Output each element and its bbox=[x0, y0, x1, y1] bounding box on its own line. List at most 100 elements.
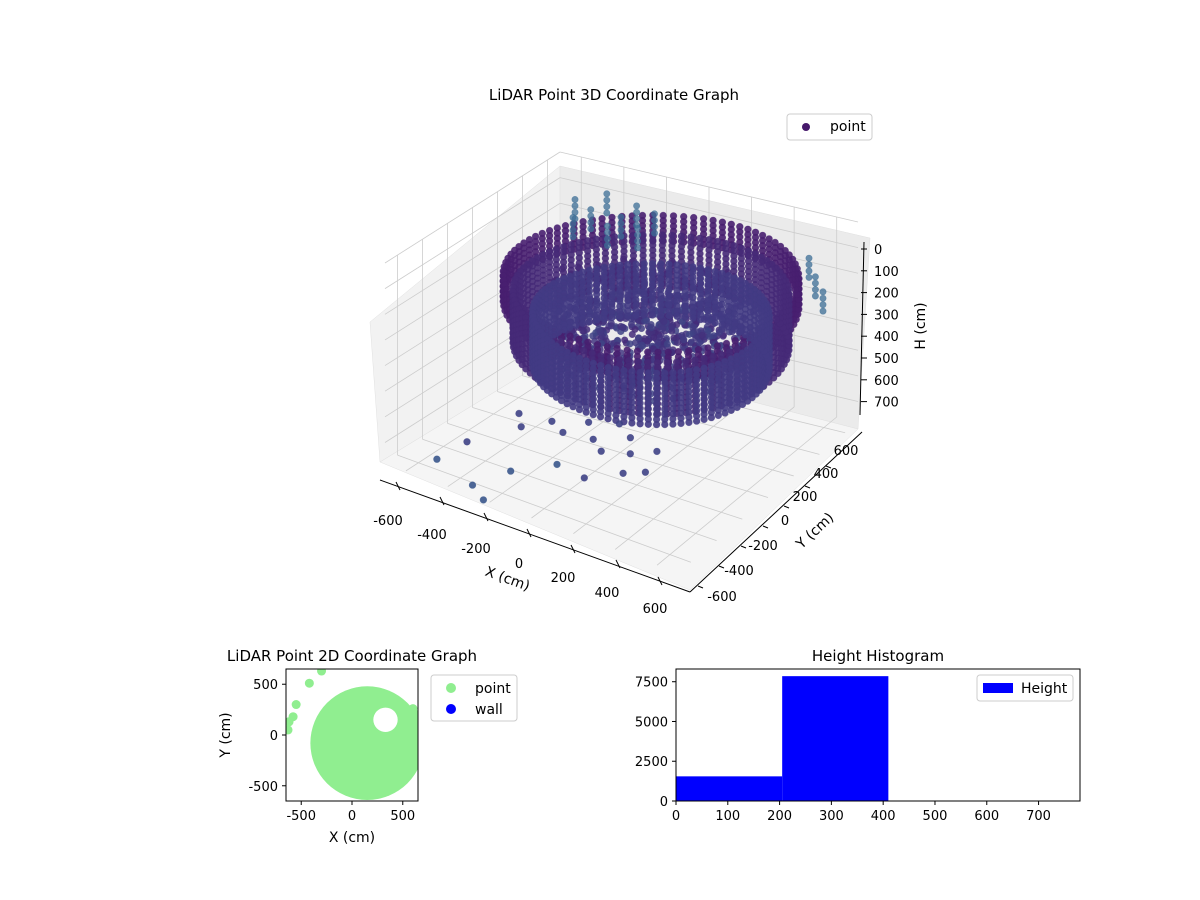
z-tick-label-3d: 400 bbox=[874, 330, 899, 345]
z-tick-label-3d: 100 bbox=[874, 265, 899, 280]
floor-point-3d bbox=[559, 428, 567, 437]
ring-point-3d bbox=[677, 419, 685, 428]
x-tick-mark-3d bbox=[526, 528, 532, 538]
floor-point-3d bbox=[597, 447, 605, 455]
ring-point-3d bbox=[589, 410, 597, 419]
wall-point-3d bbox=[587, 225, 595, 233]
x-ticks-histogram: 0 100 200 300 400 500 600 700 bbox=[672, 801, 1051, 824]
x-tick-label-histogram: 0 bbox=[672, 809, 680, 824]
grid-line-3d bbox=[497, 391, 794, 477]
ring-point-3d bbox=[669, 420, 677, 428]
legend-2d-label-point: point bbox=[475, 681, 511, 697]
wall-point-3d bbox=[811, 273, 819, 281]
chart-histogram: Height Histogram 0 100 200 300 400 500 600 700 … bbox=[635, 647, 1081, 824]
point-3d bbox=[626, 340, 634, 348]
z-tick-label-3d: 200 bbox=[874, 287, 899, 302]
y-axis-label-3d: Y (cm) bbox=[793, 510, 838, 553]
ring-point-3d bbox=[704, 317, 712, 325]
legend-histogram-frame bbox=[976, 674, 1074, 702]
wall-point-3d bbox=[650, 210, 658, 218]
x-ticks-3d: -600 -400 -200 0 200 400 600 bbox=[373, 481, 668, 617]
wall-point-3d bbox=[811, 286, 819, 294]
grid-line-3d bbox=[614, 406, 795, 550]
point-3d bbox=[579, 327, 587, 335]
wall-point-3d bbox=[617, 232, 625, 240]
ring-point-3d bbox=[644, 420, 652, 428]
y-tick-label-3d: -200 bbox=[748, 539, 778, 554]
wall-point-3d bbox=[805, 267, 813, 275]
x-axis-label-2d: X (cm) bbox=[329, 830, 375, 846]
legend-2d: point wall bbox=[430, 674, 518, 722]
ring-point-3d bbox=[600, 315, 608, 323]
y-tick-label-3d: 600 bbox=[834, 444, 859, 459]
floor-point-3d bbox=[626, 450, 634, 458]
x-tick-label-3d: 200 bbox=[551, 571, 576, 586]
point-3d bbox=[668, 323, 676, 331]
floor-point-3d bbox=[515, 409, 523, 418]
x-tick-label-3d: -200 bbox=[461, 542, 491, 557]
wall-point-3d bbox=[587, 218, 595, 226]
wall-point-3d bbox=[603, 235, 611, 243]
wall-point-3d bbox=[819, 288, 827, 296]
ring-point-3d bbox=[711, 319, 719, 327]
floor-point-3d bbox=[615, 420, 624, 428]
wall-point-3d bbox=[634, 244, 642, 252]
chart-2d-title: LiDAR Point 2D Coordinate Graph bbox=[227, 647, 477, 665]
z-tick-label-3d: 600 bbox=[874, 374, 899, 389]
ring-point-3d bbox=[714, 411, 722, 420]
wall-point-3d bbox=[603, 209, 611, 217]
y-tick-label-2d: 500 bbox=[253, 678, 278, 693]
wall-point-3d bbox=[569, 226, 577, 234]
wall-point-3d bbox=[634, 225, 642, 233]
floor-point-3d bbox=[468, 481, 477, 489]
pane-floor bbox=[379, 351, 859, 591]
y-tick-label-histogram: 2500 bbox=[635, 755, 668, 770]
wall-point-3d bbox=[633, 215, 641, 223]
point-cloud-2d-gap bbox=[373, 707, 398, 732]
ring-point-3d bbox=[738, 400, 747, 409]
y-tick-label-3d: -600 bbox=[707, 590, 737, 605]
ring-point-3d bbox=[724, 323, 733, 331]
point-3d bbox=[647, 321, 655, 329]
point-3d bbox=[641, 335, 649, 343]
floor-point-3d bbox=[626, 434, 635, 442]
wall-point-3d bbox=[634, 237, 642, 245]
wall-point-3d bbox=[603, 229, 611, 237]
x-tick-label-2d: -500 bbox=[286, 809, 316, 824]
point-3d bbox=[685, 330, 693, 339]
ring-point-3d bbox=[718, 321, 726, 329]
x-axis-label-3d: X (cm) bbox=[483, 564, 532, 595]
x-tick-label-histogram: 600 bbox=[974, 809, 999, 824]
legend-3d-marker bbox=[802, 123, 810, 131]
wall-point-3d bbox=[819, 294, 827, 302]
ring-point-3d bbox=[640, 311, 648, 319]
wall-point-3d bbox=[633, 208, 641, 216]
wall-point-3d bbox=[617, 220, 625, 228]
y-tick-mark-3d bbox=[783, 505, 790, 509]
chart-3d: LiDAR Point 3D Coordinate Graph -600 -400… bbox=[369, 86, 929, 617]
legend-3d-label: point bbox=[830, 119, 866, 135]
point-2d bbox=[286, 725, 293, 735]
x-tick-label-2d: 500 bbox=[390, 809, 415, 824]
wall-point-3d bbox=[650, 223, 658, 231]
wall-point-3d bbox=[569, 214, 577, 222]
ring-point-3d bbox=[661, 420, 669, 429]
x-tick-label-3d: 600 bbox=[643, 602, 668, 617]
wall-point-3d bbox=[805, 261, 813, 269]
floor-point-3d bbox=[517, 423, 525, 431]
point-3d bbox=[621, 336, 629, 344]
point-3d bbox=[650, 333, 658, 342]
ring-point-3d bbox=[582, 408, 590, 416]
ring-point-3d bbox=[628, 419, 636, 427]
x-tick-label-3d: -400 bbox=[417, 528, 447, 543]
floor-point-3d bbox=[463, 438, 471, 446]
x-axis-line bbox=[379, 479, 691, 593]
x-tick-mark-3d bbox=[657, 576, 663, 586]
point-2d bbox=[409, 718, 418, 728]
grid-line-3d bbox=[384, 177, 561, 289]
floor-point-3d bbox=[553, 460, 561, 469]
floor-point-3d bbox=[580, 474, 588, 482]
legend-3d: point bbox=[786, 113, 873, 141]
y-tick-label-histogram: 7500 bbox=[635, 676, 668, 691]
y-tick-label-3d: -400 bbox=[724, 564, 754, 579]
